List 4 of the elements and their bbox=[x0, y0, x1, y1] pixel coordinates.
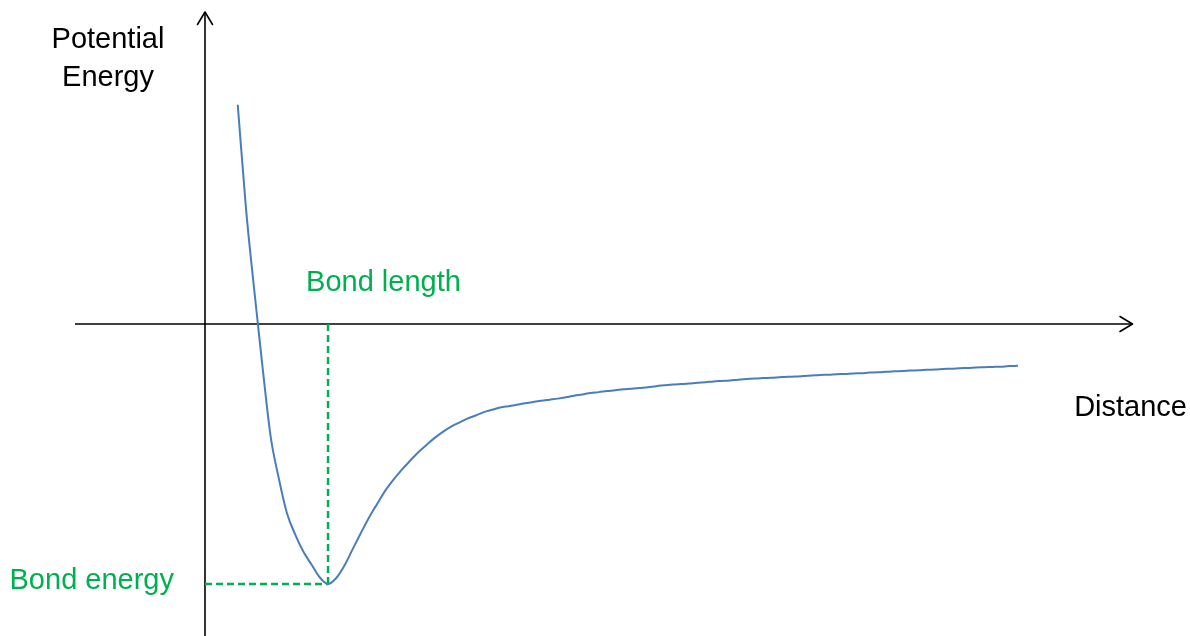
x-axis-title: Distance bbox=[1074, 390, 1187, 422]
annotation: Bond length bbox=[306, 265, 461, 297]
ref-line-label: Bond energy bbox=[9, 563, 175, 595]
y-axis-title: Potential Energy bbox=[51, 22, 165, 92]
